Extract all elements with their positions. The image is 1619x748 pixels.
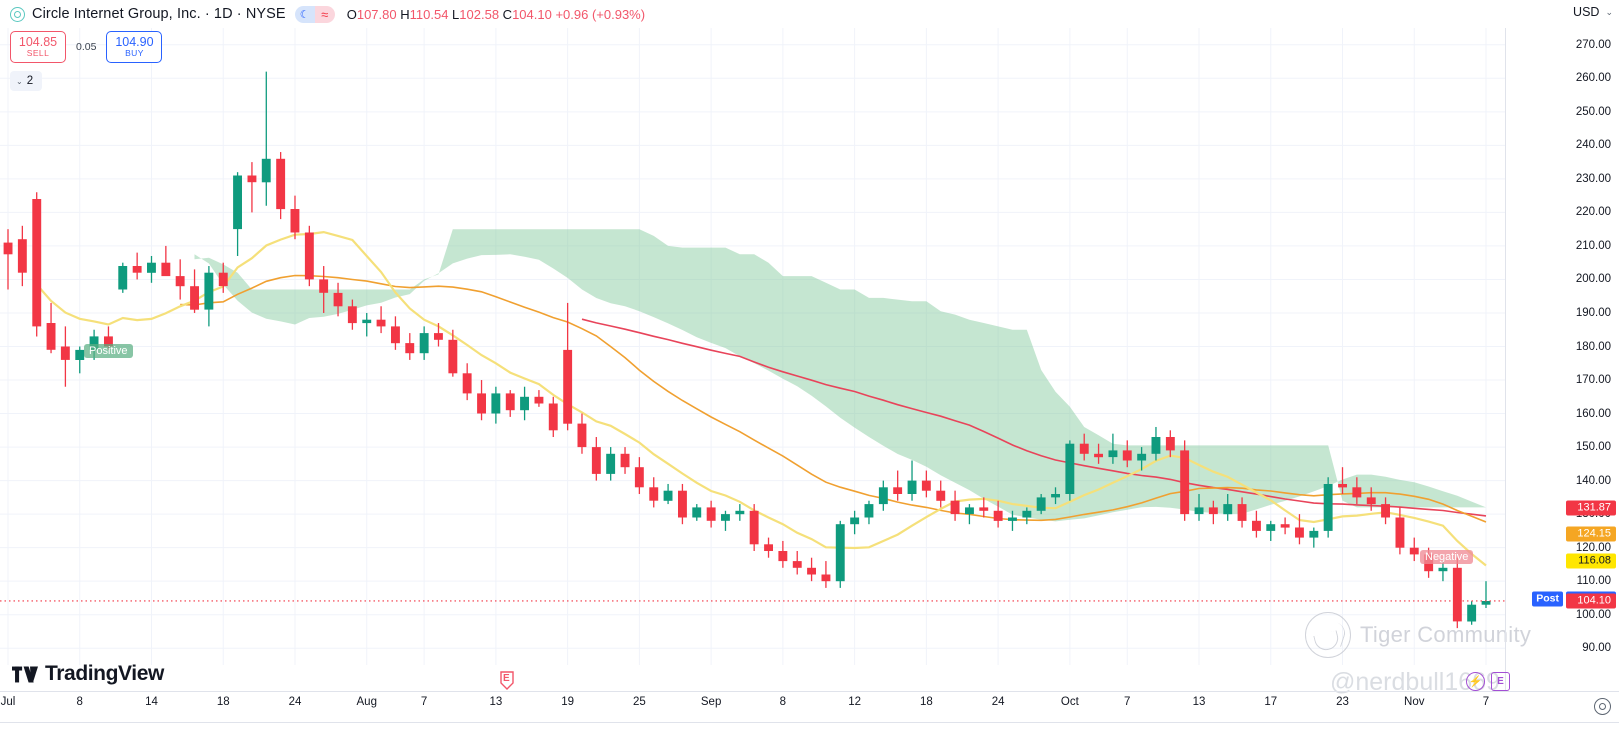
price-tick-label: 100.00 <box>1575 608 1611 621</box>
price-tick-label: 90.00 <box>1582 642 1611 655</box>
target-icon[interactable] <box>1594 698 1611 715</box>
candlestick-svg <box>0 28 1506 665</box>
price-tick-label: 180.00 <box>1575 340 1611 353</box>
time-tick-label: 18 <box>919 696 933 708</box>
header-toggle-pills[interactable]: ☾ ≈ <box>294 5 335 23</box>
chevron-down-icon: ⌄ <box>16 76 23 86</box>
price-tick-label: 240.00 <box>1575 139 1611 152</box>
price-tick-label: 270.00 <box>1575 38 1611 51</box>
time-tick-label: Jul <box>0 696 16 708</box>
time-tick-label: 25 <box>632 696 646 708</box>
spread-value: 0.05 <box>76 41 97 53</box>
price-axis[interactable]: 270.00 260.00 250.00 240.00 230.00 220.00 210.… <box>1506 28 1619 665</box>
symbol-title[interactable]: Circle Internet Group, Inc. · 1D · NYSE <box>32 6 286 22</box>
time-tick-label: 7 <box>1482 696 1490 708</box>
band-label-positive: Positive <box>84 344 133 358</box>
price-tick-label: 120.00 <box>1575 541 1611 554</box>
time-tick-label: 24 <box>288 696 302 708</box>
band-label-negative: Negative <box>1420 550 1474 564</box>
time-tick-label: Oct <box>1060 696 1079 708</box>
chart-header: Circle Internet Group, Inc. · 1D · NYSE … <box>0 0 1619 28</box>
quantity-stepper[interactable]: ⌄ 2 <box>10 71 42 91</box>
sell-label: SELL <box>26 48 50 59</box>
moon-icon[interactable]: ☾ <box>294 5 315 23</box>
time-tick-label: 24 <box>991 696 1005 708</box>
tradingview-logo: TradingView <box>12 662 164 686</box>
time-tick-label: 13 <box>1192 696 1206 708</box>
sell-price: 104.85 <box>18 34 58 49</box>
tradingview-wordmark: TradingView <box>45 662 164 685</box>
price-tick-label: 220.00 <box>1575 206 1611 219</box>
ohlc-open-value: 107.80 <box>356 6 397 22</box>
time-tick-label: 7 <box>1124 696 1131 708</box>
ohlc-low-value: 102.58 <box>459 6 500 22</box>
ohlc-low-label: L <box>452 6 460 22</box>
time-tick-label: 7 <box>420 696 428 708</box>
price-tick-label: 260.00 <box>1575 72 1611 85</box>
time-tick-label: 18 <box>216 696 230 708</box>
axis-divider-vertical <box>1505 28 1506 692</box>
price-tag-last-price[interactable]: 104.10 <box>1566 593 1616 609</box>
time-tick-label: 14 <box>145 696 158 708</box>
ohlc-high-label: H <box>400 6 410 22</box>
time-tick-label: 23 <box>1336 696 1349 708</box>
sell-button[interactable]: 104.85 SELL <box>10 31 66 63</box>
earnings-badge-icon[interactable]: E <box>1491 672 1510 691</box>
price-tick-label: 160.00 <box>1575 407 1611 420</box>
ohlc-close-value: 104.10 <box>512 6 552 22</box>
price-tag-ma-orange[interactable]: 124.15 <box>1566 526 1616 542</box>
time-tick-label: Nov <box>1404 696 1425 708</box>
earnings-marker-icon[interactable]: E <box>499 671 515 691</box>
axis-divider-top <box>0 691 1619 692</box>
buy-button[interactable]: 104.90 BUY <box>106 31 163 63</box>
price-tick-label: 190.00 <box>1575 306 1611 319</box>
tradingview-mark-icon <box>12 666 38 682</box>
ohlc-readout: O107.80 H110.54 L102.58 C104.10 +0.96 (+… <box>347 7 645 22</box>
price-tick-label: 170.00 <box>1575 374 1611 387</box>
trade-widget: 104.85 SELL 0.05 104.90 BUY <box>10 31 163 63</box>
quantity-value: 2 <box>26 75 34 87</box>
price-tick-label: 110.00 <box>1576 575 1611 588</box>
time-tick-label: 8 <box>76 696 83 708</box>
buy-price: 104.90 <box>115 34 154 49</box>
time-tick-label: 8 <box>779 696 787 708</box>
time-tick-label: 17 <box>1264 696 1278 708</box>
post-market-badge: Post <box>1532 591 1563 607</box>
time-tick-label: 13 <box>489 696 503 708</box>
price-tick-label: 150.00 <box>1575 441 1611 454</box>
price-tick-label: 230.00 <box>1575 172 1611 185</box>
currency-label: USD <box>1573 5 1600 19</box>
ohlc-high-value: 110.54 <box>409 6 449 22</box>
ohlc-close-label: C <box>502 6 513 22</box>
time-tick-label: Aug <box>356 696 377 708</box>
time-axis[interactable]: Jul 8 14 18 24 Aug 7 13 19 25 Sep 8 12 18 24 Oct 7 13 17 23… <box>0 692 1619 722</box>
price-tick-label: 140.00 <box>1575 474 1611 487</box>
lightning-bolt-icon[interactable]: ⚡ <box>1466 672 1485 691</box>
price-tick-label: 210.00 <box>1575 239 1611 252</box>
chart-plot-area[interactable] <box>0 28 1506 665</box>
time-tick-label: 12 <box>848 696 862 708</box>
axis-divider-bottom <box>0 722 1619 723</box>
earnings-shield-icon <box>500 671 514 690</box>
price-tick-label: 200.00 <box>1575 273 1611 286</box>
ohlc-change: +0.96 (+0.93%) <box>555 6 646 22</box>
earnings-marker-label: E <box>503 673 510 684</box>
currency-selector[interactable]: USD ⌄ <box>1573 5 1613 19</box>
ohlc-open-label: O <box>346 6 357 22</box>
wave-icon[interactable]: ≈ <box>314 5 335 23</box>
symbol-logo-icon <box>10 6 25 22</box>
chevron-down-icon: ⌄ <box>1605 6 1613 17</box>
buy-label: BUY <box>125 48 144 59</box>
time-tick-label: Sep <box>700 696 722 708</box>
price-tag-ma-yellow[interactable]: 116.08 <box>1566 553 1616 569</box>
time-tick-label: 19 <box>561 696 575 708</box>
price-tick-label: 250.00 <box>1575 105 1611 118</box>
price-tag-ma-red[interactable]: 131.87 <box>1566 500 1616 516</box>
